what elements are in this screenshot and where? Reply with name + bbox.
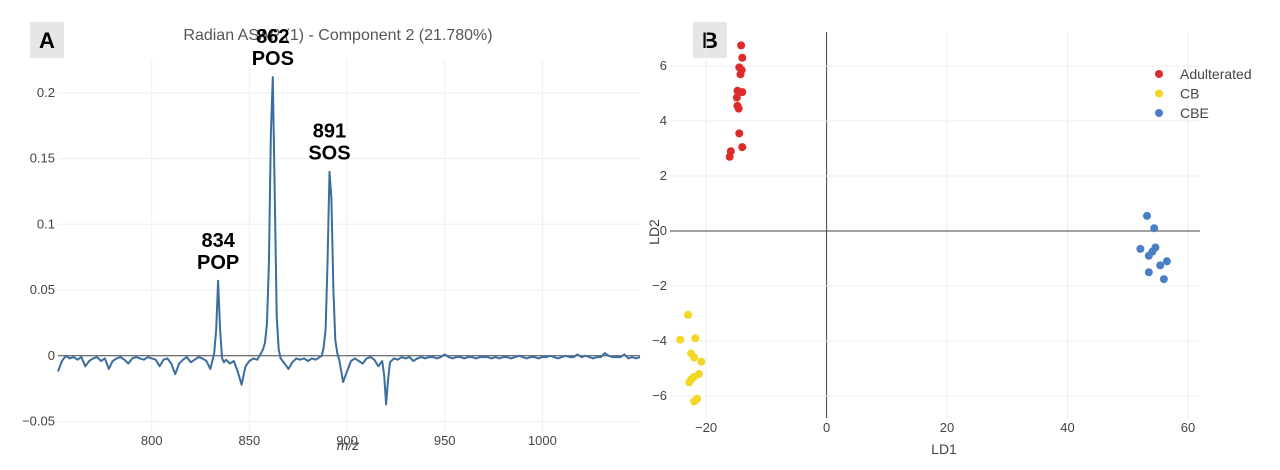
y-tick-label: 4 xyxy=(660,113,667,128)
y-tick-label: 0.05 xyxy=(30,282,55,297)
y-tick-label: −4 xyxy=(652,333,667,348)
y-tick-label: −0.05 xyxy=(22,413,55,428)
x-tick-label: 0 xyxy=(823,420,830,435)
scatter-point-adulterated xyxy=(738,88,747,97)
panel-label-box-b xyxy=(693,22,727,58)
scatter-point-cb xyxy=(690,397,699,406)
scatter-point-cbe xyxy=(1136,244,1145,253)
spectrum-chart: A Radian ASAP (1) - Component 2 (21.780%… xyxy=(22,22,641,453)
scatter-point-cb xyxy=(684,310,693,319)
scatter-point-adulterated xyxy=(738,143,747,152)
scatter-point-adulterated xyxy=(725,152,734,161)
chart-a-ticks: 800 850 900 950 1000 −0.05 0 0.05 0.1 0.15 0.2 xyxy=(22,85,557,448)
y-tick-label: 2 xyxy=(660,168,667,183)
chart-b-x-axis-label: LD1 xyxy=(931,441,957,457)
scatter-point-cb xyxy=(676,335,685,344)
x-tick-label: 60 xyxy=(1181,420,1195,435)
spectrum-line xyxy=(57,76,641,406)
scatter-point-adulterated xyxy=(738,53,747,62)
y-tick-label: 6 xyxy=(660,58,667,73)
scatter-point-cbe xyxy=(1144,268,1153,277)
scatter-point-cbe xyxy=(1143,211,1151,220)
y-tick-label: 0.2 xyxy=(37,85,55,100)
y-tick-label: 0 xyxy=(660,223,667,238)
x-tick-label: 20 xyxy=(940,420,954,435)
panel-label-a: A xyxy=(39,28,55,53)
peak-annotation: 862 xyxy=(256,26,289,48)
scatter-point-adulterated xyxy=(735,129,744,138)
legend-label-cb: CB xyxy=(1180,86,1199,102)
scatter-point-cbe xyxy=(1159,275,1168,284)
scatter-point-cbe xyxy=(1150,224,1159,233)
x-tick-label: 1000 xyxy=(528,433,557,448)
scatter-point-adulterated xyxy=(737,41,746,50)
peak-annotation: POS xyxy=(252,48,294,70)
y-tick-label: 0 xyxy=(48,348,55,363)
peak-annotation: POP xyxy=(197,252,239,274)
scatter-point-cb xyxy=(697,357,706,366)
scatter-point-cbe xyxy=(1144,251,1153,260)
x-tick-label: −20 xyxy=(695,420,717,435)
x-tick-label: 800 xyxy=(141,433,163,448)
x-tick-label: 40 xyxy=(1060,420,1074,435)
chart-a-grid xyxy=(58,60,640,432)
legend-marker-cb xyxy=(1155,89,1163,98)
scatter-point-cb xyxy=(690,353,699,362)
chart-b-grid xyxy=(670,32,1200,418)
panel-label-box-a xyxy=(30,22,64,58)
x-tick-label: 950 xyxy=(434,433,456,448)
chart-b-y-axis-label: LD2 xyxy=(646,219,662,245)
scatter-point-cb xyxy=(685,378,694,387)
peak-annotation: 834 xyxy=(201,230,235,252)
scatter-point-cb xyxy=(691,334,700,343)
x-tick-label: 850 xyxy=(239,433,261,448)
chart-a-x-axis-label: m/z xyxy=(337,437,360,453)
chart-a-title: Radian ASAP (1) - Component 2 (21.780%) xyxy=(183,27,492,44)
x-tick-label: 900 xyxy=(336,433,358,448)
legend-label-cbe: CBE xyxy=(1180,105,1209,121)
y-tick-label: 0.15 xyxy=(30,151,55,166)
y-tick-label: 0.1 xyxy=(37,216,55,231)
chart-a-series xyxy=(57,76,641,406)
scatter-point-cbe xyxy=(1156,261,1165,270)
legend-label-adulterated: Adulterated xyxy=(1180,66,1252,82)
y-tick-label: −2 xyxy=(652,278,667,293)
scatter-point-adulterated xyxy=(736,70,745,79)
legend-marker-cbe xyxy=(1155,109,1163,117)
scatter-point-adulterated xyxy=(732,93,741,102)
panel-label-b: B xyxy=(702,28,718,53)
scatter-point-adulterated xyxy=(734,104,743,113)
chart-b-legend: Adulterated CB CBE xyxy=(1155,66,1252,121)
y-tick-label: −6 xyxy=(652,388,667,403)
legend-marker-adulterated xyxy=(1155,70,1163,78)
scatter-point-cbe xyxy=(1162,257,1171,266)
peak-annotation: SOS xyxy=(308,143,350,165)
chart-b-points xyxy=(676,41,1171,406)
peak-annotation: 891 xyxy=(313,121,346,143)
